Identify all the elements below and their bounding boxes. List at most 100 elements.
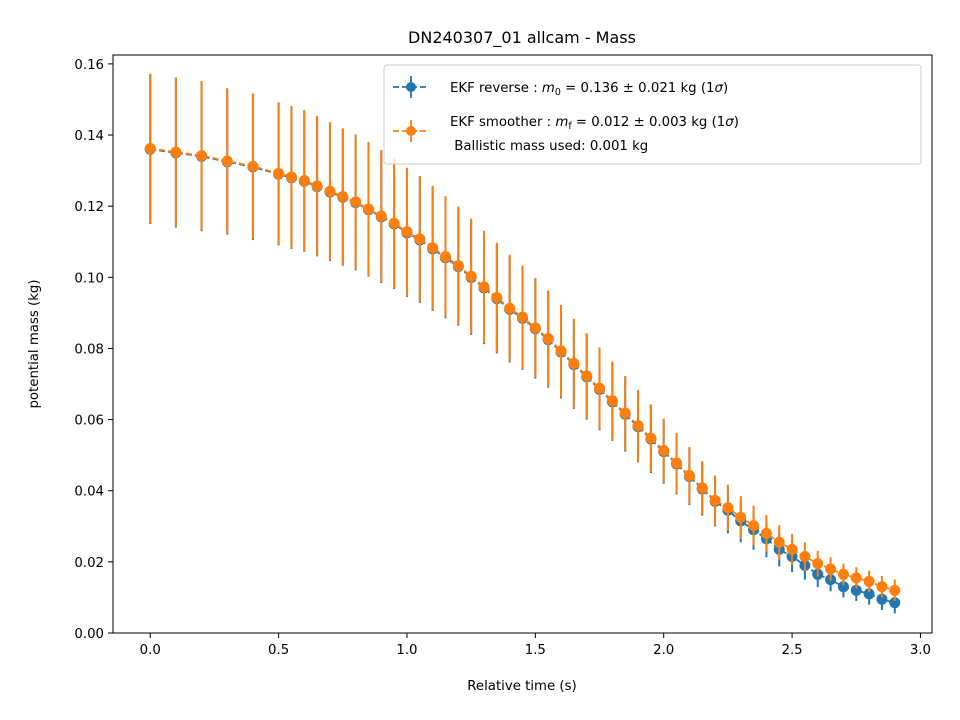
point-smoother bbox=[478, 281, 490, 293]
point-smoother bbox=[645, 432, 657, 444]
point-smoother bbox=[324, 185, 336, 197]
point-smoother bbox=[812, 558, 824, 570]
legend-label-reverse-sigma: σ bbox=[715, 81, 724, 96]
point-smoother bbox=[786, 543, 798, 555]
point-reverse bbox=[876, 593, 888, 605]
x-tick-label: 1.0 bbox=[396, 643, 417, 658]
x-tick-label: 2.0 bbox=[653, 643, 674, 658]
point-smoother bbox=[606, 395, 618, 407]
point-smoother bbox=[350, 196, 362, 208]
y-tick-label: 0.10 bbox=[74, 271, 104, 286]
point-smoother bbox=[581, 370, 593, 382]
point-reverse bbox=[850, 584, 862, 596]
point-smoother bbox=[465, 270, 477, 282]
x-tick-label: 3.0 bbox=[910, 643, 931, 658]
point-smoother bbox=[722, 502, 734, 514]
point-smoother bbox=[658, 445, 670, 457]
point-smoother bbox=[837, 568, 849, 580]
x-axis-label: Relative time (s) bbox=[467, 679, 576, 694]
axes-frame bbox=[112, 54, 933, 634]
point-smoother bbox=[619, 407, 631, 419]
point-smoother bbox=[876, 581, 888, 593]
y-tick-label: 0.16 bbox=[74, 58, 104, 73]
point-reverse bbox=[863, 588, 875, 600]
point-smoother bbox=[696, 482, 708, 494]
x-tick-label: 0.0 bbox=[140, 643, 161, 658]
legend-label-smoother-suffix: = 0.012 ± 0.003 kg (1 bbox=[572, 115, 726, 130]
point-smoother bbox=[427, 242, 439, 254]
point-smoother bbox=[671, 457, 683, 469]
x-tick-label: 1.5 bbox=[525, 643, 546, 658]
point-smoother bbox=[504, 302, 516, 314]
point-smoother bbox=[799, 551, 811, 563]
legend-label-smoother-prefix: EKF smoother : bbox=[450, 115, 555, 130]
y-tick-label: 0.14 bbox=[74, 129, 104, 144]
y-tick-label: 0.00 bbox=[74, 627, 104, 642]
chart-title: DN240307_01 allcam - Mass bbox=[408, 28, 636, 48]
point-smoother bbox=[491, 292, 503, 304]
legend-marker-reverse bbox=[406, 82, 416, 92]
legend-box bbox=[383, 64, 922, 165]
point-smoother bbox=[439, 251, 451, 263]
point-smoother bbox=[375, 210, 387, 222]
point-smoother bbox=[401, 226, 413, 238]
legend-label-reverse-symbol: m bbox=[542, 81, 555, 96]
point-smoother bbox=[196, 150, 208, 162]
point-smoother bbox=[362, 203, 374, 215]
point-smoother bbox=[863, 575, 875, 587]
point-smoother bbox=[889, 584, 901, 596]
legend-label-smoother-symbol: m bbox=[555, 115, 568, 130]
point-smoother bbox=[850, 572, 862, 584]
point-smoother bbox=[594, 382, 606, 394]
point-smoother bbox=[452, 260, 464, 272]
point-smoother bbox=[285, 171, 297, 183]
y-tick-label: 0.04 bbox=[74, 485, 104, 500]
legend-label-smoother: EKF smoother : mf = 0.012 ± 0.003 kg (1σ… bbox=[450, 115, 739, 132]
point-smoother bbox=[221, 155, 233, 167]
x-tick-label: 0.5 bbox=[268, 643, 289, 658]
point-smoother bbox=[825, 563, 837, 575]
legend-marker-smoother bbox=[406, 126, 416, 136]
legend-label-smoother-close: ) bbox=[734, 115, 739, 130]
point-reverse bbox=[837, 581, 849, 593]
point-smoother bbox=[337, 191, 349, 203]
point-smoother bbox=[632, 420, 644, 432]
point-smoother bbox=[144, 143, 156, 155]
point-smoother bbox=[542, 332, 554, 344]
point-smoother bbox=[273, 167, 285, 179]
point-smoother bbox=[773, 536, 785, 548]
legend-entry-reverse: EKF reverse : m0 = 0.136 ± 0.021 kg (1σ) bbox=[393, 76, 728, 98]
plot-area bbox=[144, 73, 901, 614]
y-tick-label: 0.02 bbox=[74, 556, 104, 571]
point-smoother bbox=[517, 311, 528, 323]
point-smoother bbox=[247, 160, 259, 172]
legend-label-reverse-prefix: EKF reverse : bbox=[450, 81, 542, 96]
point-smoother bbox=[298, 175, 310, 187]
x-tick-label: 2.5 bbox=[781, 643, 802, 658]
axis-ticks: 0.0 0.5 1.0 1.5 2.0 2.5 3.0 0.00 0.02 0.04 0.06 0.0… bbox=[74, 58, 931, 658]
point-smoother bbox=[555, 345, 567, 357]
point-smoother bbox=[683, 469, 695, 481]
y-axis-label: potential mass (kg) bbox=[27, 279, 42, 408]
legend-label-smoother-sigma: σ bbox=[725, 115, 734, 130]
legend-label-reverse: EKF reverse : m0 = 0.136 ± 0.021 kg (1σ) bbox=[450, 81, 728, 98]
legend-label-reverse-sub: 0 bbox=[555, 87, 561, 98]
point-smoother bbox=[529, 322, 541, 334]
point-smoother bbox=[760, 527, 772, 539]
legend-label-reverse-suffix: = 0.136 ± 0.021 kg (1 bbox=[561, 81, 715, 96]
y-tick-label: 0.08 bbox=[74, 342, 104, 357]
point-smoother bbox=[170, 146, 182, 158]
legend-entry-smoother: EKF smoother : mf = 0.012 ± 0.003 kg (1σ… bbox=[393, 115, 739, 154]
legend-label-ballistic: Ballistic mass used: 0.001 kg bbox=[450, 139, 648, 154]
point-smoother bbox=[709, 494, 721, 506]
point-smoother bbox=[568, 357, 580, 369]
point-reverse bbox=[889, 597, 901, 609]
legend-label-reverse-close: ) bbox=[723, 81, 728, 96]
point-smoother bbox=[735, 511, 747, 523]
point-smoother bbox=[311, 180, 323, 192]
point-smoother bbox=[748, 520, 760, 532]
series-smoother bbox=[144, 73, 901, 601]
legend-label-smoother-sub: f bbox=[568, 121, 572, 132]
y-tick-label: 0.06 bbox=[74, 414, 104, 429]
